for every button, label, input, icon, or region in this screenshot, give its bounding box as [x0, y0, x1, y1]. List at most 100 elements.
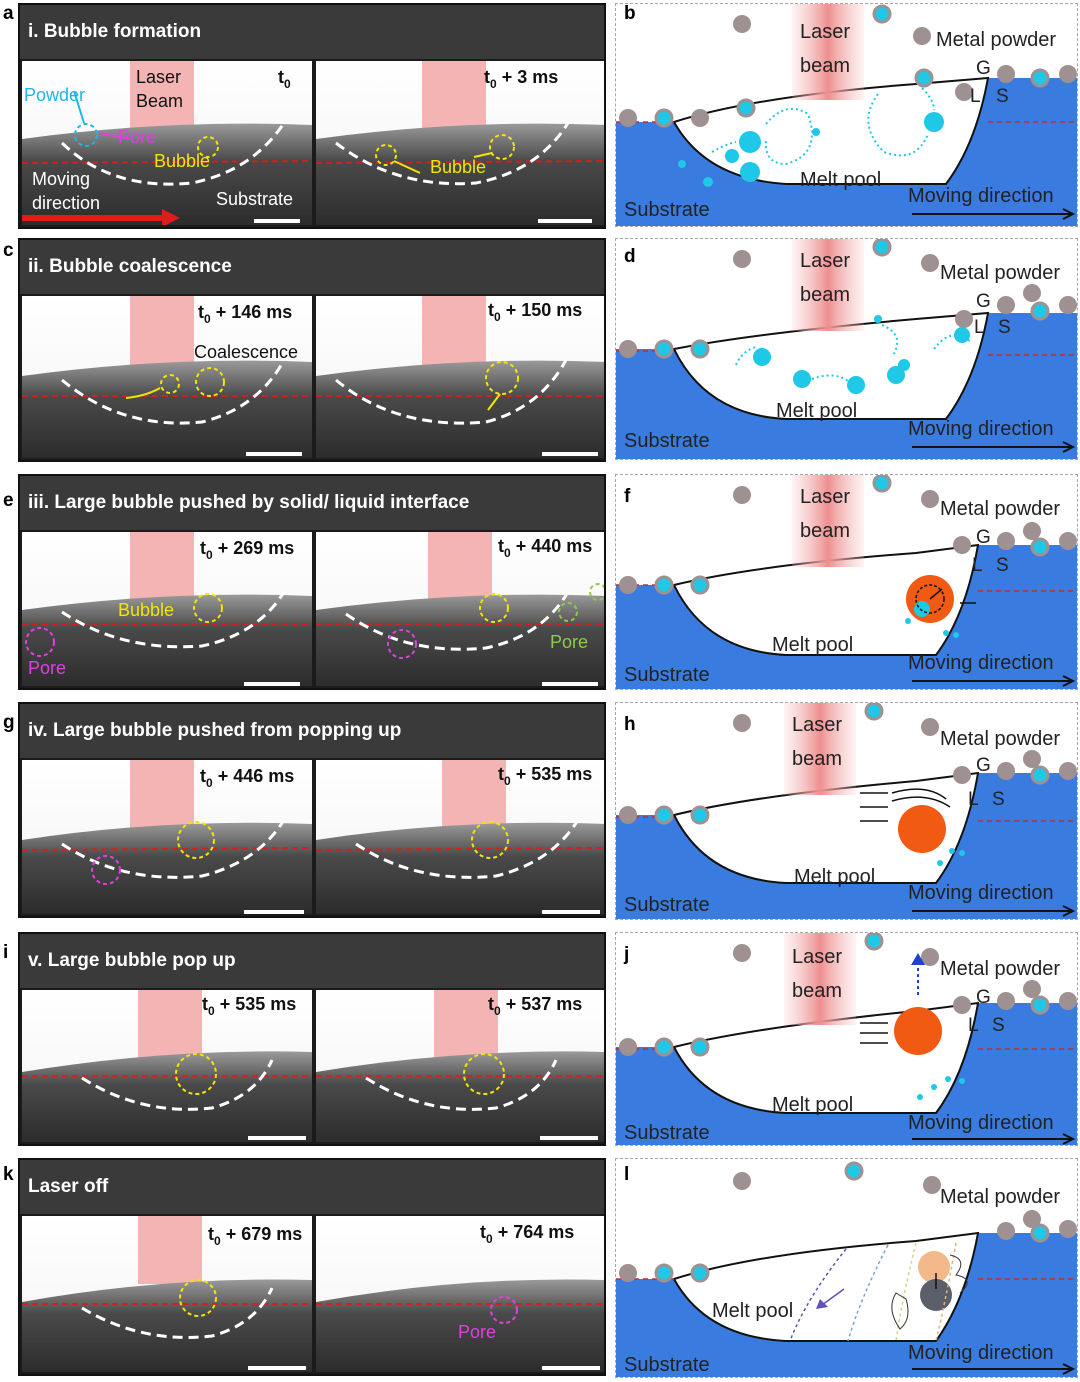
time-label: t0 + 535 ms	[498, 764, 592, 788]
schematic-d: Laser beam Metal powder G L S Melt pool …	[615, 238, 1078, 460]
figure-shape	[935, 1242, 957, 1342]
figure-region	[428, 532, 492, 602]
particle-marker	[1023, 980, 1041, 998]
particle-marker	[733, 1172, 751, 1190]
figure-label: Melt pool	[712, 1300, 793, 1322]
particle-marker	[898, 359, 910, 371]
label-moving-direction: Moving direction	[908, 185, 1054, 207]
figure-region	[542, 682, 598, 686]
figure-label-part: t	[278, 67, 284, 87]
figure-shape	[616, 773, 1077, 919]
particle-marker	[733, 944, 751, 962]
figure-region	[422, 296, 486, 368]
particle-marker	[793, 370, 811, 388]
particle-marker	[921, 718, 939, 736]
figure-label: L	[968, 1015, 979, 1036]
particle-marker	[914, 68, 934, 88]
label-substrate: Substrate	[216, 189, 293, 209]
figure-label: S	[996, 555, 1009, 576]
particle-marker	[654, 575, 674, 595]
particle-marker	[733, 486, 751, 504]
particle-marker	[195, 367, 225, 397]
figure-label-part: 0	[214, 1234, 221, 1248]
xray-frame-right: t0 + 537 ms	[316, 990, 604, 1142]
panel-title: v. Large bubble pop up	[20, 934, 604, 988]
particle-marker	[921, 490, 939, 508]
particle-marker	[471, 821, 509, 859]
figure-label: Moving direction	[908, 882, 1054, 904]
particle-marker	[1059, 65, 1077, 83]
figure-shape	[891, 1292, 909, 1330]
figure-label: Moving direction	[908, 1342, 1054, 1364]
particle-marker	[725, 149, 739, 163]
figure-shape	[125, 387, 161, 399]
particle-marker	[558, 602, 578, 622]
figure-label-part: 0	[494, 310, 501, 324]
particle-marker	[1023, 522, 1041, 540]
figure-shape	[847, 1244, 889, 1342]
figure-shape	[616, 545, 1077, 689]
particle-marker	[997, 296, 1015, 314]
figure-shape	[1062, 675, 1076, 687]
time-label: t0 + 446 ms	[200, 766, 294, 790]
particle-marker	[690, 575, 710, 595]
panel-c: ii. Bubble coalescence Coalescence t0 + …	[18, 238, 606, 462]
figure-shape	[316, 822, 604, 914]
figure-label-part: + 269 ms	[213, 538, 295, 558]
xray-frame-left: Bubble Pore t0 + 269 ms	[22, 532, 312, 686]
particle-marker	[955, 310, 973, 328]
figure-label: G	[976, 987, 991, 1008]
label-laser: Laser	[136, 67, 181, 87]
figure-label: L	[968, 789, 979, 810]
figure-label: S	[992, 1015, 1005, 1036]
particle-marker	[872, 239, 892, 257]
particle-marker	[1023, 1210, 1041, 1228]
particle-marker	[654, 1263, 674, 1283]
figure-label-part: + 146 ms	[211, 302, 293, 322]
figure-label-part: 0	[284, 77, 291, 91]
figure-label-part: + 3 ms	[497, 67, 559, 87]
particle-marker	[733, 714, 751, 732]
panel-title: Laser off	[20, 1160, 604, 1214]
particle-marker	[690, 805, 710, 825]
panel-title: iii. Large bubble pushed by solid/ liqui…	[20, 476, 604, 530]
particle-marker	[921, 254, 939, 272]
label-metal-powder: Metal powder	[936, 29, 1056, 51]
particle-marker	[812, 128, 820, 136]
label-s: S	[996, 86, 1009, 107]
figure-shape	[764, 107, 813, 166]
particle-marker	[733, 15, 751, 33]
figure-label-part: t	[208, 1224, 214, 1244]
figure-shape	[881, 324, 899, 358]
particle-marker	[1059, 992, 1077, 1010]
particle-marker	[921, 948, 939, 966]
panel-letter-k: k	[3, 1164, 14, 1185]
figure-label: Laser	[800, 250, 850, 272]
figure-region	[442, 760, 506, 832]
figure-label: Substrate	[624, 894, 710, 916]
particle-marker	[654, 339, 674, 359]
figure-label-part: t	[200, 538, 206, 558]
figure-label: G	[976, 527, 991, 548]
particle-marker	[1030, 995, 1050, 1015]
figure-shape	[316, 1051, 604, 1142]
particle-marker	[1030, 68, 1050, 88]
figure-shape	[316, 1279, 604, 1372]
particle-marker	[905, 618, 911, 624]
figure-label-part: t	[498, 764, 504, 784]
figure-shape	[335, 122, 570, 186]
panel-letter-j: j	[624, 944, 630, 965]
particle-marker	[654, 108, 674, 128]
figure-label-part: t	[484, 67, 490, 87]
panel-letter-e: e	[3, 490, 14, 511]
figure-label-part: t	[488, 300, 494, 320]
label-l: L	[970, 86, 981, 107]
figure-region	[130, 532, 194, 602]
particle-marker	[997, 762, 1015, 780]
label-pore: Pore	[550, 632, 588, 652]
particle-marker	[1059, 1220, 1077, 1238]
xray-frame-left: t0 + 679 ms	[22, 1216, 312, 1372]
particle-marker	[619, 109, 637, 127]
label-substrate: Substrate	[624, 199, 710, 221]
figure-region	[254, 219, 300, 223]
